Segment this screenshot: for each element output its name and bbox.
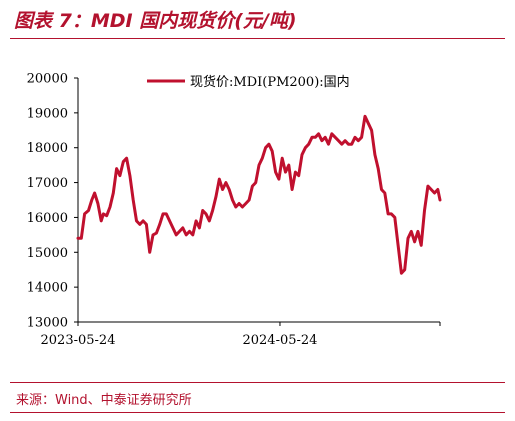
- y-tick-label: 16000: [27, 211, 68, 226]
- legend: 现货价:MDI(PM200):国内: [147, 74, 350, 90]
- series-line: [76, 114, 442, 275]
- tick-labels: 13000 14000 15000 16000 17000 18000 19000 20000…: [27, 72, 318, 349]
- source-divider-top: [10, 382, 505, 383]
- y-tick-label: 17000: [27, 176, 68, 191]
- y-tick-label: 14000: [27, 281, 68, 296]
- source-divider-bottom: [10, 412, 505, 413]
- y-tick-label: 18000: [27, 141, 68, 156]
- y-tick-label: 20000: [27, 72, 68, 87]
- source-note: 来源：Wind、中泰证券研究所: [16, 393, 192, 408]
- title-divider: [10, 38, 505, 39]
- y-tick-label: 13000: [27, 316, 68, 331]
- y-tick-label: 19000: [27, 106, 68, 121]
- x-tick-label: 2024-05-24: [242, 333, 317, 348]
- chart-title: 图表 7：MDI 国内现货价(元/吨): [14, 10, 297, 32]
- legend-label: 现货价:MDI(PM200):国内: [190, 74, 350, 90]
- x-tick-label: 2023-05-24: [41, 333, 116, 348]
- axes: [74, 77, 441, 326]
- plot-area: [76, 114, 442, 275]
- y-tick-label: 15000: [27, 246, 68, 261]
